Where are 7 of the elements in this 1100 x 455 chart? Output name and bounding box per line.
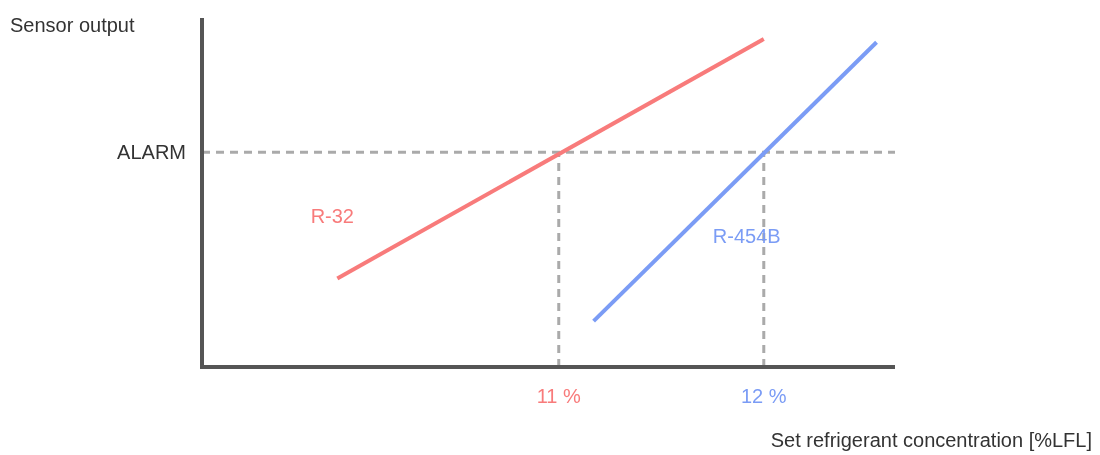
- series-label: R-454B: [712, 225, 781, 248]
- y-axis-title: Sensor output: [10, 14, 135, 36]
- x-axis-title: Set refrigerant concentration [%LFL]: [770, 429, 1092, 451]
- x-tick-label: 12 %: [740, 385, 787, 407]
- x-tick-label: 11 %: [536, 385, 582, 407]
- ref-line-label: ALARM: [117, 141, 186, 164]
- series-label: R-32: [310, 205, 354, 228]
